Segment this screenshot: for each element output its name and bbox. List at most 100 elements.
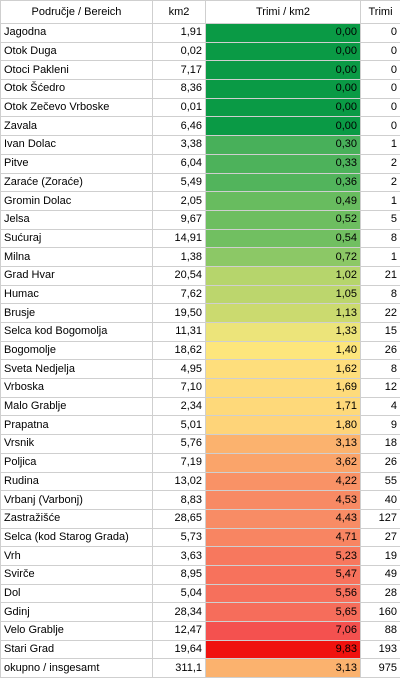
area-name-cell: Milna [1, 248, 153, 267]
km2-cell: 28,65 [153, 509, 206, 528]
trimi-cell: 975 [361, 659, 400, 678]
density-cell: 0,00 [206, 24, 361, 43]
trimi-cell: 8 [361, 285, 400, 304]
km2-cell: 7,19 [153, 453, 206, 472]
density-cell: 0,00 [206, 80, 361, 99]
trimi-cell: 27 [361, 528, 400, 547]
density-cell: 1,69 [206, 379, 361, 398]
km2-cell: 13,02 [153, 472, 206, 491]
area-name-cell: Ivan Dolac [1, 136, 153, 155]
trimi-cell: 8 [361, 229, 400, 248]
density-cell: 0,00 [206, 117, 361, 136]
density-cell: 1,40 [206, 341, 361, 360]
trimi-cell: 18 [361, 435, 400, 454]
density-cell: 0,00 [206, 61, 361, 80]
density-cell: 4,22 [206, 472, 361, 491]
km2-cell: 3,38 [153, 136, 206, 155]
density-cell: 1,13 [206, 304, 361, 323]
header-km2: km2 [153, 1, 206, 24]
trimi-cell: 49 [361, 565, 400, 584]
trimi-cell: 15 [361, 323, 400, 342]
km2-cell: 11,31 [153, 323, 206, 342]
area-name-cell: Grad Hvar [1, 266, 153, 285]
trimi-cell: 0 [361, 24, 400, 43]
density-cell: 0,00 [206, 42, 361, 61]
area-name-cell: Vrboska [1, 379, 153, 398]
area-name-cell: Zavala [1, 117, 153, 136]
trimi-cell: 88 [361, 622, 400, 641]
area-name-cell: Jagodna [1, 24, 153, 43]
density-cell: 1,02 [206, 266, 361, 285]
density-cell: 0,36 [206, 173, 361, 192]
density-cell: 0,49 [206, 192, 361, 211]
area-name-cell: Pitve [1, 154, 153, 173]
area-name-cell: Otok Šćedro [1, 80, 153, 99]
trimi-cell: 12 [361, 379, 400, 398]
trimi-cell: 160 [361, 603, 400, 622]
area-name-cell: Vrh [1, 547, 153, 566]
trimi-cell: 22 [361, 304, 400, 323]
area-name-cell: Sveta Nedjelja [1, 360, 153, 379]
density-cell: 1,05 [206, 285, 361, 304]
density-cell: 5,47 [206, 565, 361, 584]
trimi-cell: 9 [361, 416, 400, 435]
area-name-cell: Malo Grablje [1, 397, 153, 416]
trimi-cell: 0 [361, 80, 400, 99]
km2-cell: 14,91 [153, 229, 206, 248]
km2-cell: 19,50 [153, 304, 206, 323]
area-name-cell: Brusje [1, 304, 153, 323]
area-name-cell: Selca (kod Starog Grada) [1, 528, 153, 547]
area-name-cell: Stari Grad [1, 640, 153, 659]
km2-cell: 4,95 [153, 360, 206, 379]
trimi-cell: 1 [361, 192, 400, 211]
km2-cell: 6,46 [153, 117, 206, 136]
km2-cell: 8,83 [153, 491, 206, 510]
area-name-cell: Bogomolje [1, 341, 153, 360]
trimi-cell: 0 [361, 42, 400, 61]
area-name-cell: Jelsa [1, 210, 153, 229]
trimi-cell: 2 [361, 173, 400, 192]
area-name-cell: Dol [1, 584, 153, 603]
density-cell: 7,06 [206, 622, 361, 641]
km2-cell: 6,04 [153, 154, 206, 173]
density-cell: 0,72 [206, 248, 361, 267]
km2-cell: 5,49 [153, 173, 206, 192]
area-name-cell: Selca kod Bogomolja [1, 323, 153, 342]
density-cell: 4,43 [206, 509, 361, 528]
trimi-cell: 1 [361, 248, 400, 267]
trimi-cell: 8 [361, 360, 400, 379]
km2-cell: 311,1 [153, 659, 206, 678]
km2-cell: 28,34 [153, 603, 206, 622]
km2-cell: 20,54 [153, 266, 206, 285]
density-cell: 5,65 [206, 603, 361, 622]
km2-cell: 5,73 [153, 528, 206, 547]
density-cell: 1,62 [206, 360, 361, 379]
area-name-cell: Zaraće (Zoraće) [1, 173, 153, 192]
trimi-cell: 0 [361, 98, 400, 117]
trimi-cell: 55 [361, 472, 400, 491]
km2-cell: 7,17 [153, 61, 206, 80]
header-row: Područje / Bereich km2 Trimi / km2 Trimi [1, 1, 400, 24]
